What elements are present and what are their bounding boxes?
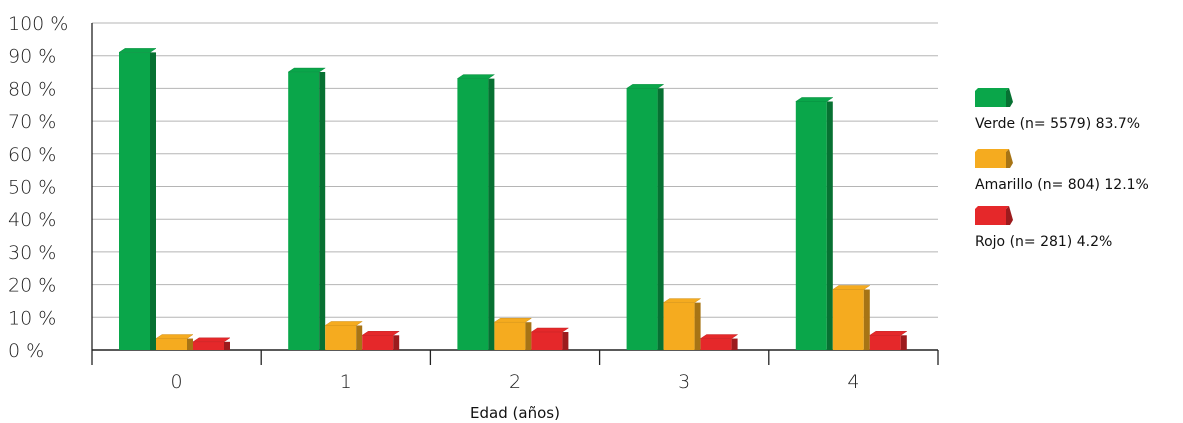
bars <box>118 48 908 351</box>
bar <box>868 331 908 350</box>
y-tick-label: 100 % <box>8 13 68 35</box>
legend-label: Rojo (n= 281) 4.2% <box>975 234 1112 250</box>
y-tick-label: 60 % <box>8 144 56 166</box>
y-tick-label: 50 % <box>8 177 56 199</box>
legend-swatch <box>975 88 1013 107</box>
legend-swatch <box>975 149 1013 168</box>
legend-swatch <box>975 206 1013 225</box>
bar <box>361 331 401 350</box>
y-tick-label: 70 % <box>8 111 56 133</box>
bar <box>118 48 157 351</box>
legend-item: Rojo (n= 281) 4.2% <box>975 206 1112 250</box>
bar <box>192 337 231 350</box>
bar <box>287 67 327 351</box>
y-tick-label: 10 % <box>8 307 56 329</box>
bar <box>794 97 834 350</box>
grid-lines <box>92 22 938 318</box>
x-tick-label: 4 <box>847 371 859 393</box>
legend-label: Amarillo (n= 804) 12.1% <box>975 177 1149 193</box>
y-tick-label: 90 % <box>8 46 56 68</box>
bar <box>456 74 496 350</box>
bar <box>493 317 533 350</box>
x-tick-label: 2 <box>509 371 521 393</box>
legend-item: Amarillo (n= 804) 12.1% <box>975 149 1149 193</box>
legend-label: Verde (n= 5579) 83.7% <box>975 116 1140 132</box>
y-tick-label: 80 % <box>8 78 56 100</box>
x-tick-label: 0 <box>171 371 183 393</box>
x-tick-label: 3 <box>678 371 690 393</box>
bar <box>831 285 871 350</box>
x-tick-labels: 0 1 2 3 4 <box>171 371 860 393</box>
y-tick-label: 30 % <box>8 242 56 264</box>
x-tick-label: 1 <box>340 371 352 393</box>
bar <box>625 84 665 351</box>
y-tick-label: 0 % <box>8 340 44 362</box>
bar <box>530 327 570 350</box>
y-tick-label: 20 % <box>8 275 56 297</box>
bar <box>662 298 702 350</box>
bar <box>155 334 194 350</box>
y-tick-labels: 0 % 10 % 20 % 30 % 40 % 50 % 60 % 70 % 80 % 90 % 1… <box>8 13 68 362</box>
legend: Verde (n= 5579) 83.7% Amarillo (n= 804) 1… <box>975 88 1149 250</box>
x-axis-label: Edad (años) <box>470 404 560 422</box>
legend-item: Verde (n= 5579) 83.7% <box>975 88 1140 132</box>
y-tick-label: 40 % <box>8 209 56 231</box>
bar <box>699 334 739 350</box>
bar <box>324 321 364 350</box>
